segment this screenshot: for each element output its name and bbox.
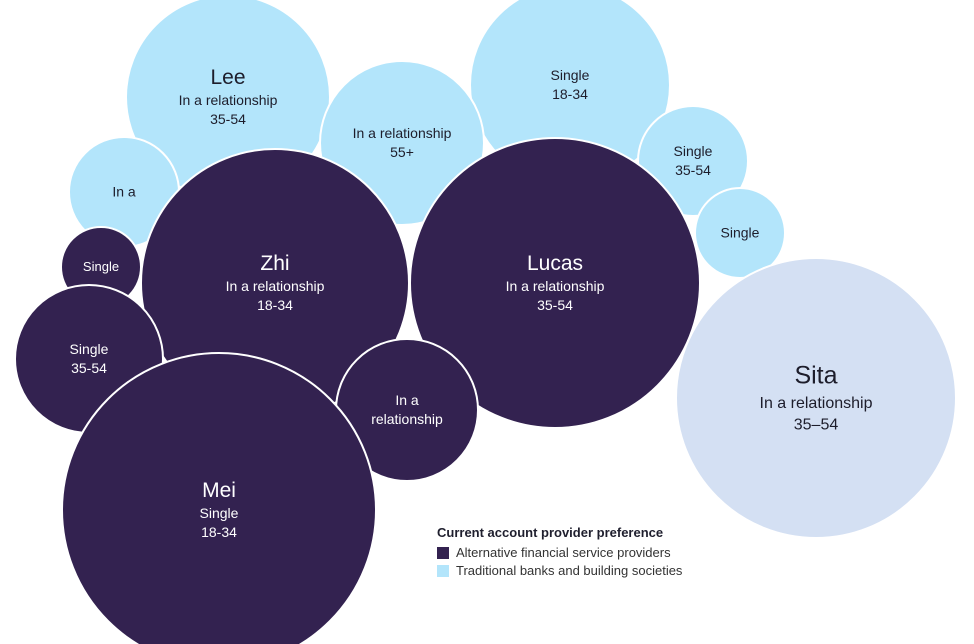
bubble-line-single-35-54-right-0: Single: [674, 143, 713, 159]
bubble-in-a-relationship-mid: In a relationship: [335, 338, 479, 482]
bubble-circle-mei: [61, 352, 377, 644]
legend-item-alternative: Alternative financial service providers: [437, 545, 682, 560]
bubble-name-lucas: Lucas: [527, 252, 583, 275]
bubble-line-mei-0: Single: [200, 505, 239, 521]
bubble-circle-sita: [675, 257, 957, 539]
bubble-sita: Sita In a relationship 35–54: [675, 257, 957, 539]
legend-swatch-traditional: [437, 564, 449, 577]
legend-title: Current account provider preference: [437, 525, 664, 540]
bubble-name-sita: Sita: [794, 361, 837, 389]
bubble-line-relationship-55-1: 55+: [390, 144, 414, 160]
bubble-line-single-18-34-top-0: Single: [551, 67, 590, 83]
bubble-line-lee-1: 35-54: [210, 111, 246, 127]
bubble-circle-single-right: [694, 187, 786, 279]
bubble-line-single-18-34-top-1: 18-34: [552, 86, 588, 102]
legend-swatch-alternative: [437, 546, 449, 559]
legend-label-traditional: Traditional banks and building societies: [456, 563, 683, 578]
bubble-line-single-35-54-right-1: 35-54: [675, 162, 711, 178]
bubble-line-lucas-1: 35-54: [537, 297, 573, 313]
bubble-line-lee-0: In a relationship: [179, 92, 278, 108]
bubble-mei: Mei Single 18-34: [61, 352, 377, 644]
bubble-line-sita-0: In a relationship: [760, 395, 873, 412]
bubble-name-lee: Lee: [210, 66, 245, 89]
bubble-line-single-35-54-left-0: Single: [70, 341, 109, 357]
legend: Current account provider preference Alte…: [437, 525, 682, 581]
bubble-line-single-left-small-0: Single: [83, 259, 119, 274]
legend-item-traditional: Traditional banks and building societies: [437, 563, 682, 578]
bubble-name-mei: Mei: [202, 479, 236, 502]
bubble-line-in-a-relationship-mid-1: relationship: [371, 411, 443, 427]
bubble-lucas: Lucas In a relationship 35-54: [409, 137, 701, 429]
bubble-line-single-35-54-left-1: 35-54: [71, 360, 107, 376]
bubble-line-mei-1: 18-34: [201, 524, 237, 540]
bubble-line-single-right-0: Single: [721, 225, 760, 241]
bubble-name-zhi: Zhi: [260, 252, 289, 275]
bubble-line-relationship-55-0: In a relationship: [353, 125, 452, 141]
bubble-line-zhi-0: In a relationship: [226, 278, 325, 294]
bubble-single-right: Single: [694, 187, 786, 279]
bubble-line-sita-1: 35–54: [794, 417, 839, 434]
bubble-line-in-a-left-0: In a: [112, 184, 136, 200]
bubble-line-zhi-1: 18-34: [257, 297, 293, 313]
bubble-line-in-a-relationship-mid-0: In a: [395, 392, 419, 408]
bubble-line-lucas-0: In a relationship: [506, 278, 605, 294]
legend-label-alternative: Alternative financial service providers: [456, 545, 671, 560]
bubble-circle-lucas: [409, 137, 701, 429]
